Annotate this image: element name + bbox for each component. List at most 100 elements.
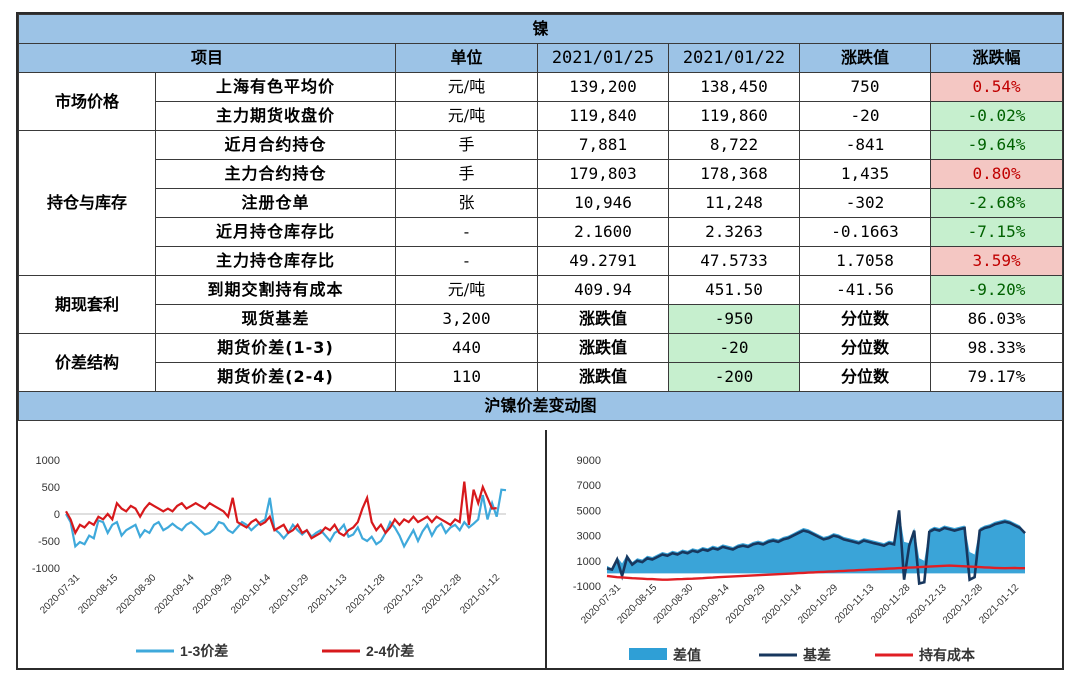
x-tick-label: 2020-10-14 xyxy=(229,572,273,616)
row-item: 到期交割持有成本 xyxy=(155,275,396,305)
row-unit: - xyxy=(395,217,538,247)
category-position: 持仓与库存 xyxy=(18,130,156,276)
y-tick-label: 5000 xyxy=(577,505,601,517)
row-value-1: 139,200 xyxy=(537,72,669,102)
row-pct: 0.80% xyxy=(929,159,1064,189)
series-area xyxy=(607,510,1025,574)
row-change: 1.7058 xyxy=(799,246,931,276)
row-change: -20 xyxy=(799,101,931,131)
header-unit: 单位 xyxy=(395,43,538,73)
row-pct: -7.15% xyxy=(929,217,1064,247)
row-item: 主力期货收盘价 xyxy=(155,101,396,131)
y-tick-label: 3000 xyxy=(577,531,601,543)
y-tick-label: 7000 xyxy=(577,480,601,492)
row-label-change: 涨跌值 xyxy=(537,333,669,363)
row-value-1: 409.94 xyxy=(537,275,669,305)
x-tick-label: 2021-01-12 xyxy=(977,582,1021,626)
header-item: 项目 xyxy=(18,43,396,73)
charts-area: 1000 500 0 -500 -1000 2020-07-31 2020-08-15 202… xyxy=(18,430,1062,668)
row-value-2: 47.5733 xyxy=(668,246,800,276)
chart-section-title: 沪镍价差变动图 xyxy=(17,391,1064,421)
row-value-2: 8,722 xyxy=(668,130,800,160)
row-change: -20 xyxy=(668,333,800,363)
series-line xyxy=(65,481,497,540)
y-tick-label: -500 xyxy=(38,536,60,548)
row-value: 110 xyxy=(395,362,538,392)
row-label-change: 涨跌值 xyxy=(537,304,669,334)
y-tick-label: 9000 xyxy=(577,455,601,467)
row-label-pct: 分位数 xyxy=(799,362,931,392)
row-label-pct: 分位数 xyxy=(799,333,931,363)
series-line xyxy=(606,564,1025,581)
row-value-2: 451.50 xyxy=(668,275,800,305)
row-item: 近月持仓库存比 xyxy=(155,217,396,247)
header-date2: 2021/01/22 xyxy=(668,43,800,73)
y-tick-label: -1000 xyxy=(32,563,60,575)
row-item: 近月合约持仓 xyxy=(155,130,396,160)
row-label-change: 涨跌值 xyxy=(537,362,669,392)
category-arb: 期现套利 xyxy=(18,275,156,334)
legend-label: 1-3价差 xyxy=(180,643,228,659)
row-item: 期货价差(1-3) xyxy=(155,333,396,363)
legend-label: 基差 xyxy=(803,647,831,663)
x-tick-label: 2020-11-13 xyxy=(306,572,350,616)
row-value-1: 179,803 xyxy=(537,159,669,189)
row-pct: 98.33% xyxy=(929,333,1064,363)
category-spread: 价差结构 xyxy=(18,333,156,392)
row-value-1: 2.1600 xyxy=(537,217,669,247)
legend-label: 差值 xyxy=(673,647,701,663)
y-tick-label: 0 xyxy=(54,509,60,521)
row-pct: 0.54% xyxy=(929,72,1064,102)
row-unit: - xyxy=(395,246,538,276)
row-item: 现货基差 xyxy=(155,304,396,334)
y-tick-label: 1000 xyxy=(36,455,60,467)
legend-label: 持有成本 xyxy=(919,647,976,663)
x-tick-label: 2020-12-28 xyxy=(420,572,464,616)
row-value-1: 10,946 xyxy=(537,188,669,218)
row-value: 440 xyxy=(395,333,538,363)
header-date1: 2021/01/25 xyxy=(537,43,669,73)
row-unit: 元/吨 xyxy=(395,275,538,305)
row-label-pct: 分位数 xyxy=(799,304,931,334)
row-value: 3,200 xyxy=(395,304,538,334)
row-item: 期货价差(2-4) xyxy=(155,362,396,392)
header-change: 涨跌值 xyxy=(799,43,931,73)
row-change: 1,435 xyxy=(799,159,931,189)
row-change: 750 xyxy=(799,72,931,102)
row-value-2: 138,450 xyxy=(668,72,800,102)
row-pct: -9.20% xyxy=(929,275,1064,305)
row-item: 主力持仓库存比 xyxy=(155,246,396,276)
row-value-1: 7,881 xyxy=(537,130,669,160)
table-title: 镍 xyxy=(17,14,1064,44)
row-pct: -2.68% xyxy=(929,188,1064,218)
row-change: -200 xyxy=(668,362,800,392)
row-value-1: 119,840 xyxy=(537,101,669,131)
row-item: 主力合约持仓 xyxy=(155,159,396,189)
x-tick-label: 2020-07-31 xyxy=(38,572,82,616)
row-pct: -0.02% xyxy=(929,101,1064,131)
y-tick-label: -1000 xyxy=(573,581,601,593)
row-value-2: 2.3263 xyxy=(668,217,800,247)
row-item: 注册仓单 xyxy=(155,188,396,218)
spread-chart-panel: 1000 500 0 -500 -1000 2020-07-31 2020-08-15 202… xyxy=(18,430,547,668)
basis-chart-panel: 9000 7000 5000 3000 1000 -1000 2020-07-31 2020-… xyxy=(547,430,1062,668)
row-value-2: 178,368 xyxy=(668,159,800,189)
row-pct: -9.64% xyxy=(929,130,1064,160)
row-unit: 元/吨 xyxy=(395,101,538,131)
row-value-2: 119,860 xyxy=(668,101,800,131)
row-value-1: 49.2791 xyxy=(537,246,669,276)
row-change: -302 xyxy=(799,188,931,218)
x-tick-label: 2021-01-12 xyxy=(458,572,502,616)
x-tick-label: 2020-10-29 xyxy=(267,572,311,616)
basis-chart: 90007000500030001000-10002020-07-312020-… xyxy=(573,455,1026,663)
series-line xyxy=(606,510,1026,586)
report-sheet: 镍 项目 单位 2021/01/25 2021/01/22 涨跌值 涨跌幅 市场… xyxy=(16,12,1064,670)
y-tick-label: 500 xyxy=(42,482,60,494)
series-line xyxy=(65,488,507,549)
x-tick-label: 2020-08-15 xyxy=(76,572,120,616)
data-table: 镍 项目 单位 2021/01/25 2021/01/22 涨跌值 涨跌幅 市场… xyxy=(17,14,1064,421)
row-change: -0.1663 xyxy=(799,217,931,247)
row-unit: 手 xyxy=(395,130,538,160)
x-tick-label: 2020-12-13 xyxy=(382,572,426,616)
